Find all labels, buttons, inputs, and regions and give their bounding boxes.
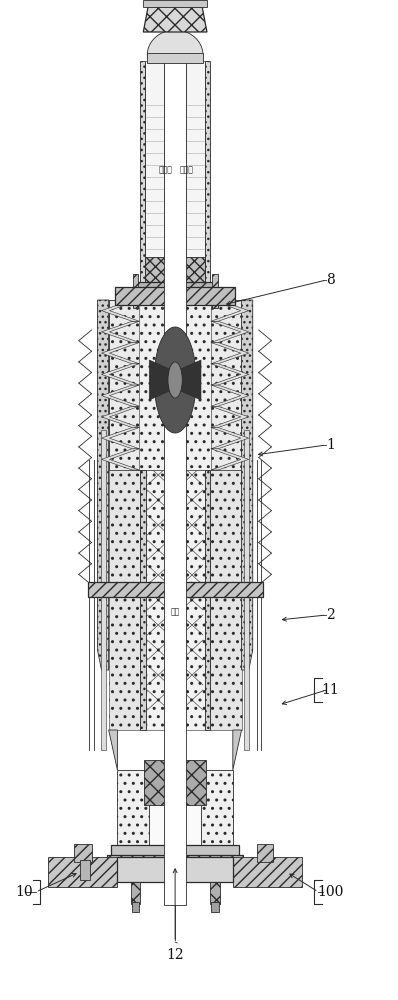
Bar	[210, 882, 220, 904]
Bar	[74, 844, 92, 862]
Polygon shape	[211, 321, 249, 342]
Bar	[137, 282, 213, 300]
Polygon shape	[233, 730, 242, 770]
Polygon shape	[147, 30, 203, 55]
Bar	[233, 857, 302, 887]
Polygon shape	[211, 449, 249, 470]
Bar	[244, 430, 249, 750]
Polygon shape	[101, 300, 139, 321]
Bar	[205, 61, 210, 282]
Bar	[101, 430, 106, 750]
Polygon shape	[101, 428, 139, 449]
Bar	[145, 470, 205, 730]
Polygon shape	[143, 7, 207, 32]
Text: 活塞筒: 活塞筒	[180, 165, 194, 174]
Bar	[111, 845, 239, 860]
Polygon shape	[211, 385, 249, 406]
Bar	[178, 760, 206, 805]
Polygon shape	[101, 385, 139, 406]
Bar	[107, 300, 243, 470]
Polygon shape	[101, 364, 139, 385]
Text: 2: 2	[326, 608, 335, 622]
Bar	[210, 470, 242, 730]
Bar	[117, 857, 233, 882]
Bar	[186, 61, 205, 282]
Circle shape	[154, 327, 196, 433]
Polygon shape	[211, 364, 249, 385]
Bar	[107, 855, 243, 875]
Bar	[164, 40, 186, 905]
Bar	[205, 470, 210, 730]
Circle shape	[168, 362, 182, 398]
Text: 1: 1	[326, 438, 335, 452]
Bar	[147, 53, 203, 63]
Bar	[109, 300, 242, 470]
Bar	[143, 0, 207, 7]
Bar	[139, 300, 211, 470]
Bar	[211, 902, 219, 912]
Bar	[117, 770, 233, 845]
Polygon shape	[211, 342, 249, 364]
Polygon shape	[149, 360, 172, 400]
Polygon shape	[101, 321, 139, 342]
Bar	[144, 760, 172, 805]
Bar	[115, 287, 235, 305]
Polygon shape	[109, 730, 117, 770]
Bar	[140, 470, 146, 730]
Bar	[145, 257, 205, 282]
Bar	[145, 61, 164, 282]
Bar	[257, 844, 273, 862]
Bar	[131, 882, 140, 904]
Polygon shape	[101, 406, 139, 428]
Bar	[140, 61, 145, 282]
Bar	[109, 470, 140, 730]
Bar	[149, 770, 201, 845]
Text: 8: 8	[326, 273, 335, 287]
Polygon shape	[98, 300, 109, 670]
Text: 100: 100	[317, 885, 343, 899]
Polygon shape	[101, 449, 139, 470]
Polygon shape	[211, 428, 249, 449]
Polygon shape	[211, 300, 249, 321]
Text: 10: 10	[15, 885, 33, 899]
Polygon shape	[178, 360, 201, 400]
Bar	[212, 274, 218, 308]
Polygon shape	[211, 406, 249, 428]
Polygon shape	[242, 300, 253, 670]
Bar	[132, 902, 139, 912]
Bar	[133, 274, 138, 308]
Bar	[48, 857, 117, 887]
Text: 12: 12	[166, 948, 184, 962]
Text: 气室: 气室	[170, 607, 180, 616]
Text: 活塞杆: 活塞杆	[158, 165, 172, 174]
Bar	[88, 582, 263, 597]
Polygon shape	[101, 342, 139, 364]
Bar	[80, 860, 90, 880]
Text: 11: 11	[322, 683, 339, 697]
